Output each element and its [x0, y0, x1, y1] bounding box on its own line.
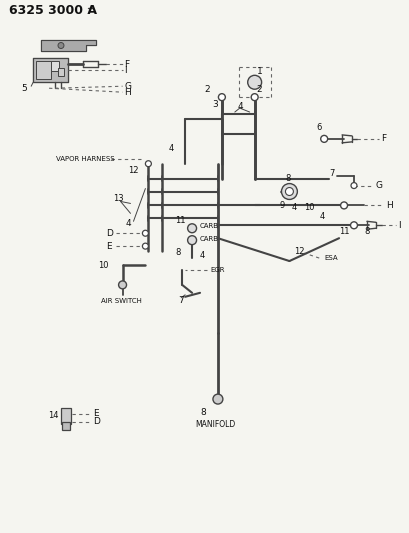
Text: 1: 1: [256, 67, 262, 76]
Text: D: D: [106, 229, 112, 238]
Text: E: E: [92, 409, 98, 418]
Text: 2: 2: [256, 85, 262, 94]
Text: ESA: ESA: [324, 255, 337, 261]
Text: I: I: [397, 221, 399, 230]
Text: EGR: EGR: [209, 267, 224, 273]
Text: G: G: [375, 181, 382, 190]
Text: 8: 8: [363, 227, 369, 236]
Polygon shape: [41, 39, 96, 52]
Bar: [61, 408, 71, 424]
Text: 7: 7: [178, 296, 184, 305]
Circle shape: [340, 202, 347, 209]
Text: 4: 4: [237, 102, 243, 110]
Text: 4: 4: [200, 251, 205, 260]
Text: G: G: [124, 82, 131, 91]
Circle shape: [285, 188, 293, 196]
Text: 9: 9: [279, 201, 284, 210]
Polygon shape: [33, 59, 68, 82]
Text: 14: 14: [48, 411, 58, 421]
Text: 4: 4: [291, 203, 296, 212]
Circle shape: [187, 236, 196, 245]
Text: 11: 11: [175, 216, 185, 225]
Text: 6325 3000 A: 6325 3000 A: [9, 4, 97, 17]
Bar: [58, 68, 64, 76]
Text: MANIFOLD: MANIFOLD: [195, 421, 235, 430]
Text: 13: 13: [112, 194, 123, 203]
Text: 12: 12: [128, 166, 139, 175]
Text: 4: 4: [125, 219, 131, 228]
Circle shape: [281, 183, 297, 199]
Text: AIR SWITCH: AIR SWITCH: [101, 298, 141, 304]
Text: 8: 8: [200, 408, 205, 416]
Circle shape: [251, 94, 258, 101]
Text: 11: 11: [338, 227, 349, 236]
Text: 5: 5: [21, 84, 27, 93]
Circle shape: [58, 43, 64, 49]
Text: E: E: [106, 241, 111, 251]
Circle shape: [142, 243, 148, 249]
Text: 10: 10: [303, 203, 314, 212]
Bar: [51, 61, 59, 71]
Circle shape: [218, 94, 225, 101]
Circle shape: [320, 135, 327, 142]
Text: 8: 8: [285, 174, 290, 183]
Text: CARB: CARB: [200, 236, 218, 242]
Text: 7: 7: [328, 169, 334, 178]
Text: 12: 12: [294, 247, 304, 256]
Text: D: D: [92, 417, 99, 426]
Circle shape: [350, 222, 357, 229]
Text: 4: 4: [319, 212, 324, 221]
Text: 4: 4: [168, 144, 173, 154]
Text: VAPOR HARNESS: VAPOR HARNESS: [56, 156, 115, 161]
Text: 3: 3: [211, 100, 217, 109]
Text: 10: 10: [97, 261, 108, 270]
Text: F: F: [124, 60, 129, 69]
Circle shape: [187, 224, 196, 233]
Text: H: H: [124, 88, 131, 96]
Circle shape: [247, 75, 261, 89]
Circle shape: [212, 394, 222, 404]
Text: 2: 2: [204, 85, 209, 94]
Text: F: F: [380, 134, 385, 143]
Circle shape: [118, 281, 126, 289]
Text: 6: 6: [315, 124, 321, 132]
Text: 8: 8: [175, 248, 180, 256]
Bar: [36, 61, 50, 79]
Circle shape: [142, 230, 148, 236]
Text: I: I: [124, 66, 127, 75]
Circle shape: [350, 183, 356, 189]
Circle shape: [145, 161, 151, 167]
Bar: [62, 422, 70, 430]
Text: H: H: [385, 201, 391, 210]
Text: CARB: CARB: [200, 223, 218, 229]
